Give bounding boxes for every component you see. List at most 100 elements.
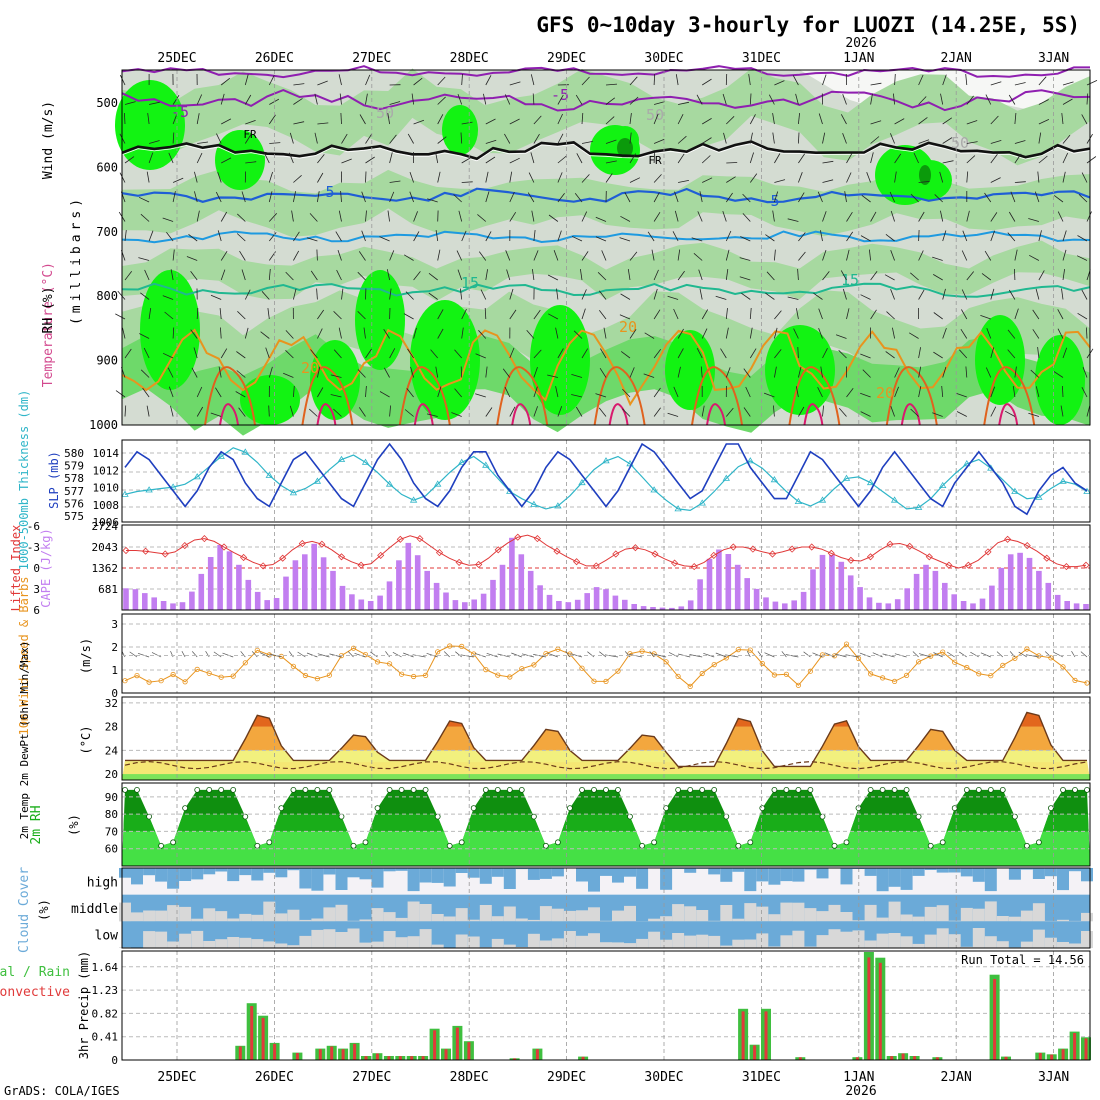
wind-barb [1038, 76, 1047, 86]
wind-barb [846, 308, 850, 320]
cloud-clear-bar [924, 906, 937, 922]
cloud-high-bar [227, 868, 240, 882]
wind-barb [894, 118, 905, 125]
cape-bar [782, 603, 788, 610]
pressure-tick-label: 600 [96, 160, 118, 174]
wind-barb [196, 152, 203, 164]
cape-bar [226, 551, 233, 610]
thickness-point [1083, 487, 1091, 494]
wind-barb [749, 152, 754, 164]
wind-barb [485, 191, 490, 203]
cloud-high-bar [323, 868, 336, 875]
li-tick-label: -3 [27, 541, 40, 554]
wind-barb-10m [599, 651, 607, 658]
rh2m-point [843, 839, 850, 846]
temp-contour-minus5 [121, 89, 1091, 112]
wind-barb [1007, 329, 1016, 339]
cape-bar [490, 579, 496, 610]
wind-barb [600, 348, 607, 359]
wind-barb [1014, 366, 1017, 378]
wind-barb [965, 74, 968, 86]
wind-barb [197, 141, 209, 144]
wind-barb [677, 135, 687, 144]
wind-barb-10m [565, 651, 571, 658]
wind-speed-point [988, 673, 994, 679]
cloud-clear-bar [1008, 916, 1021, 922]
wind-barb [340, 190, 342, 203]
cloud-high-bar [816, 868, 829, 879]
wind-barb [533, 133, 540, 144]
cloud-clear-bar [1081, 912, 1093, 922]
wind-barb [193, 347, 198, 359]
li-tick-label: 3 [33, 583, 40, 596]
cloud-clear-bar [215, 939, 228, 948]
precip-conv-bar [1004, 1056, 1008, 1060]
wind-barb [357, 311, 366, 320]
wind-ylabel-units: (m/s) [79, 638, 93, 674]
wind-barb [677, 114, 684, 125]
wind-barb [910, 272, 919, 281]
wind-barb [148, 308, 152, 320]
precip-conv-bar [741, 1011, 745, 1060]
wind-barb [509, 157, 520, 164]
wind-barb [389, 152, 393, 164]
wind-barb [793, 328, 799, 339]
lifted-point [612, 550, 620, 558]
cloud-clear-bar [395, 917, 408, 922]
rh-fill-saturated [442, 105, 478, 155]
wind-speed-point [254, 647, 260, 653]
cloud-clear-bar [143, 931, 156, 948]
cloud-clear-bar [455, 908, 468, 922]
panel-frame [121, 696, 1091, 781]
wind-barb [409, 171, 414, 183]
cape-bar [546, 594, 553, 610]
cape-bar [866, 597, 873, 610]
wind-barb [749, 173, 758, 183]
lifted-point [416, 535, 424, 543]
precip-tick-label: 1.64 [92, 961, 119, 974]
wind-barb [653, 387, 661, 398]
wind-barb [190, 329, 198, 339]
wind-speed-point [771, 672, 778, 678]
wind-barb [870, 152, 874, 164]
wind-barb [147, 113, 150, 125]
precip-conv-bar [410, 1056, 414, 1060]
rh2m-point [627, 813, 633, 820]
wind-barb [605, 160, 617, 164]
bottom-date-label: 27DEC [352, 1070, 391, 1085]
precip-conv-bar [935, 1057, 939, 1060]
wind-barb [675, 74, 679, 86]
wind-barb [341, 133, 348, 144]
cloud-clear-bar [864, 904, 877, 922]
pressure-tick-label: 900 [96, 354, 118, 368]
wind-barb [860, 392, 871, 398]
wind-speed-point [495, 672, 501, 678]
rh2m-tick-label: 60 [105, 843, 118, 856]
cloud-clear-bar [347, 920, 360, 922]
wind-speed-point [242, 660, 248, 666]
rh2m-point [1072, 787, 1078, 793]
cloud-clear-bar [888, 933, 901, 948]
cloud-clear-bar [816, 935, 829, 948]
cloud-high-bar [864, 868, 877, 876]
wind-barb [288, 152, 294, 164]
precip-conv-bar [798, 1057, 802, 1060]
wind-barb-10m [703, 652, 715, 658]
wind-barb [172, 113, 178, 125]
wind-barb [142, 387, 150, 398]
cape-bar [650, 607, 656, 610]
li-tick-label: -6 [27, 520, 40, 533]
thickness-point [554, 502, 562, 509]
cloud-clear-bar [119, 902, 131, 922]
rh2m-point [302, 787, 309, 793]
rh2m-tick-label: 90 [105, 791, 118, 804]
cape-bar [669, 607, 675, 610]
wind-speed-point [579, 665, 585, 671]
rh2m-point [903, 787, 910, 793]
lifted-point [592, 562, 600, 570]
wind-barb [1010, 191, 1016, 203]
thickness-point [193, 473, 201, 480]
wind-barb [357, 369, 366, 378]
